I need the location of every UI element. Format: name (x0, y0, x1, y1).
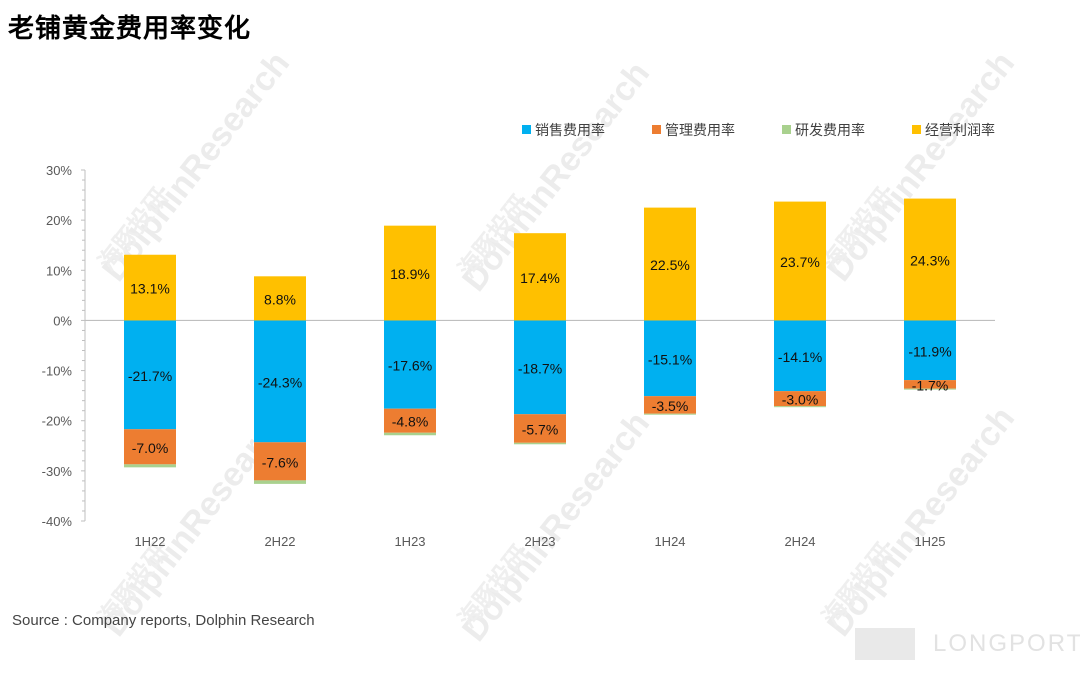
legend-label: 销售费用率 (535, 122, 605, 139)
source-note: Source : Company reports, Dolphin Resear… (12, 612, 315, 629)
y-tick-label: -20% (42, 414, 73, 429)
y-tick-label: 30% (46, 163, 72, 178)
bar-segment (774, 391, 826, 407)
y-tick-label: 0% (53, 313, 72, 328)
x-tick-label: 2H22 (264, 534, 295, 549)
data-label: -5.7% (522, 421, 559, 437)
bars (124, 198, 956, 484)
bar-segment (124, 429, 176, 465)
y-tick-label: -10% (42, 364, 73, 379)
bar-segment (124, 254, 176, 321)
data-label: 8.8% (264, 291, 296, 307)
bar-segment (254, 442, 306, 481)
data-label: -18.7% (518, 360, 562, 376)
x-tick-label: 2H23 (524, 534, 555, 549)
bar-segment (904, 388, 956, 390)
bar-segment (384, 432, 436, 436)
data-label: -7.0% (132, 440, 169, 456)
bar-segment (384, 320, 436, 409)
bar-segment (254, 276, 306, 321)
bar-segment (254, 320, 306, 443)
bar-segment (384, 225, 436, 321)
legend-label: 研发费用率 (795, 122, 865, 139)
bar-segment (514, 442, 566, 445)
data-label: -21.7% (128, 368, 172, 384)
legend-label: 经营利润率 (925, 122, 995, 139)
bar-segment (904, 198, 956, 321)
bar-segment (644, 207, 696, 321)
data-labels: -21.7% -7.0% 13.1% -24.3% -7.6% 8.8% -17.6% -4.… (128, 253, 952, 471)
data-label: 17.4% (520, 270, 560, 286)
data-label: -15.1% (648, 351, 692, 367)
x-axis-labels: 1H22 2H22 1H23 2H23 1H24 2H24 1H25 (134, 534, 945, 549)
bar-segment (774, 201, 826, 321)
bar-segment (124, 464, 176, 468)
brand-logo-text: LONGPORT (933, 630, 1080, 657)
bar-segment (514, 320, 566, 415)
y-tick-label: -30% (42, 464, 73, 479)
x-tick-label: 1H25 (914, 534, 945, 549)
chart-title: 老铺黄金费用率变化 (8, 14, 252, 44)
bar-segment (644, 320, 696, 397)
data-label: -17.6% (388, 358, 432, 374)
data-label: 24.3% (910, 253, 950, 269)
x-tick-label: 1H24 (654, 534, 685, 549)
data-label: -1.7% (912, 377, 949, 393)
bar-segment (254, 480, 306, 484)
legend: 销售费用率 管理费用率 研发费用率 经营利润率 (522, 122, 995, 139)
data-label: -24.3% (258, 374, 302, 390)
bar-segment (774, 406, 826, 408)
y-tick-label: 20% (46, 213, 72, 228)
bar-segment (644, 413, 696, 415)
data-label: -14.1% (778, 349, 822, 365)
bar-segment (904, 380, 956, 389)
x-tick-label: 1H22 (134, 534, 165, 549)
y-tick-label: -40% (42, 514, 73, 529)
x-tick-label: 1H23 (394, 534, 425, 549)
data-label: -3.0% (782, 392, 819, 408)
brand-logo-mark (855, 628, 915, 660)
data-label: 23.7% (780, 254, 820, 270)
data-label: -4.8% (392, 414, 429, 430)
legend-swatch (912, 125, 921, 134)
bar-segment (124, 320, 176, 430)
y-tick-label: 10% (46, 263, 72, 278)
data-label: -7.6% (262, 454, 299, 470)
data-label: 22.5% (650, 257, 690, 273)
data-label: 13.1% (130, 281, 170, 297)
data-label: -3.5% (652, 398, 689, 414)
legend-swatch (782, 125, 791, 134)
data-label: -11.9% (908, 343, 951, 359)
bar-segment (514, 233, 566, 321)
brand-logo: LONGPORT (855, 624, 1080, 664)
x-tick-label: 2H24 (784, 534, 815, 549)
bar-segment (774, 320, 826, 392)
data-label: 18.9% (390, 266, 430, 282)
legend-label: 管理费用率 (665, 122, 735, 139)
legend-swatch (522, 125, 531, 134)
bar-segment (904, 320, 956, 381)
bar-segment (514, 414, 566, 443)
legend-swatch (652, 125, 661, 134)
bar-segment (384, 408, 436, 433)
bar-segment (644, 396, 696, 414)
